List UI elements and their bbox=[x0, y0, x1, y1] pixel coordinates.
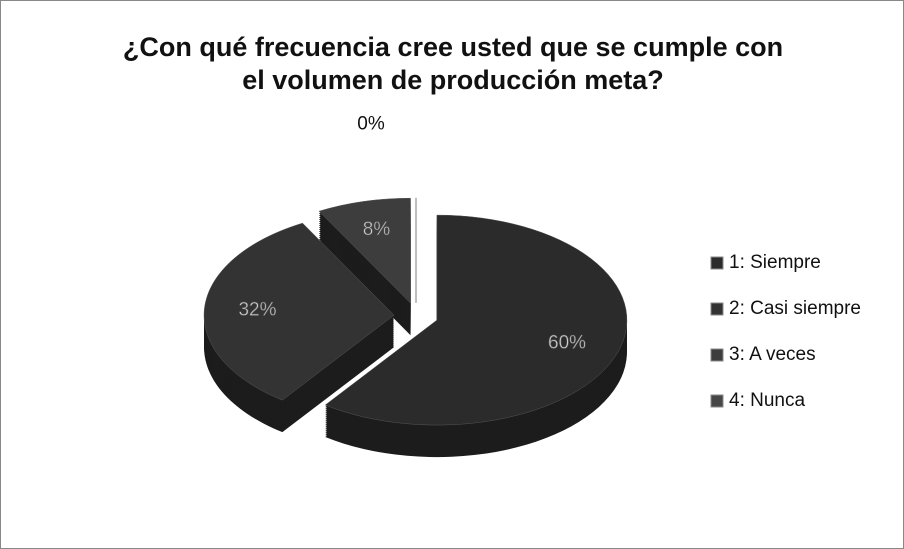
legend-marker bbox=[710, 348, 724, 362]
legend-label: 4: Nunca bbox=[729, 390, 805, 411]
legend-label: 1: Siempre bbox=[729, 252, 821, 273]
legend-marker bbox=[710, 394, 724, 408]
data-label: 8% bbox=[363, 219, 391, 240]
pie-slice bbox=[203, 222, 395, 401]
legend-marker bbox=[710, 256, 724, 270]
data-label: 60% bbox=[548, 332, 586, 353]
legend-label: 3: A veces bbox=[729, 344, 816, 365]
pie-slice bbox=[324, 214, 628, 426]
legend-marker bbox=[710, 302, 724, 316]
pie-slice bbox=[318, 197, 411, 304]
data-label: 0% bbox=[357, 113, 385, 134]
data-label: 32% bbox=[238, 299, 276, 320]
chart-title: ¿Con qué frecuencia cree usted que se cu… bbox=[122, 32, 784, 95]
legend-label: 2: Casi siempre bbox=[729, 298, 861, 319]
